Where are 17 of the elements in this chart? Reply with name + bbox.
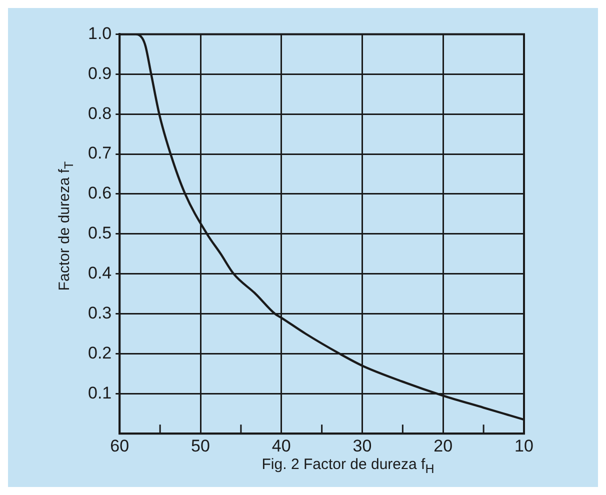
y-tick-label: 0.1 — [88, 383, 112, 402]
y-tick-label: 0.6 — [88, 184, 112, 203]
x-axis-title: Fig. 2 Factor de dureza f$_{H}$ — [260, 456, 436, 476]
y-tick-label: 0.5 — [88, 224, 112, 243]
x-tick-label: 50 — [191, 436, 210, 456]
x-tick-label: 30 — [352, 436, 372, 456]
x-tick-label: 20 — [434, 436, 453, 456]
x-tick-label: 10 — [514, 436, 534, 456]
y-tick-label: 1.0 — [88, 24, 112, 43]
x-tick-label: 40 — [272, 436, 291, 456]
y-tick-label: 0.3 — [88, 303, 112, 322]
y-tick-label: 0.7 — [88, 144, 112, 163]
y-tick-label: 0.8 — [88, 104, 112, 123]
y-tick-label: 0.4 — [88, 264, 112, 283]
y-tick-label: 0.9 — [88, 64, 112, 83]
x-tick-label: 60 — [110, 436, 130, 456]
y-tick-label: 0.2 — [88, 343, 112, 362]
